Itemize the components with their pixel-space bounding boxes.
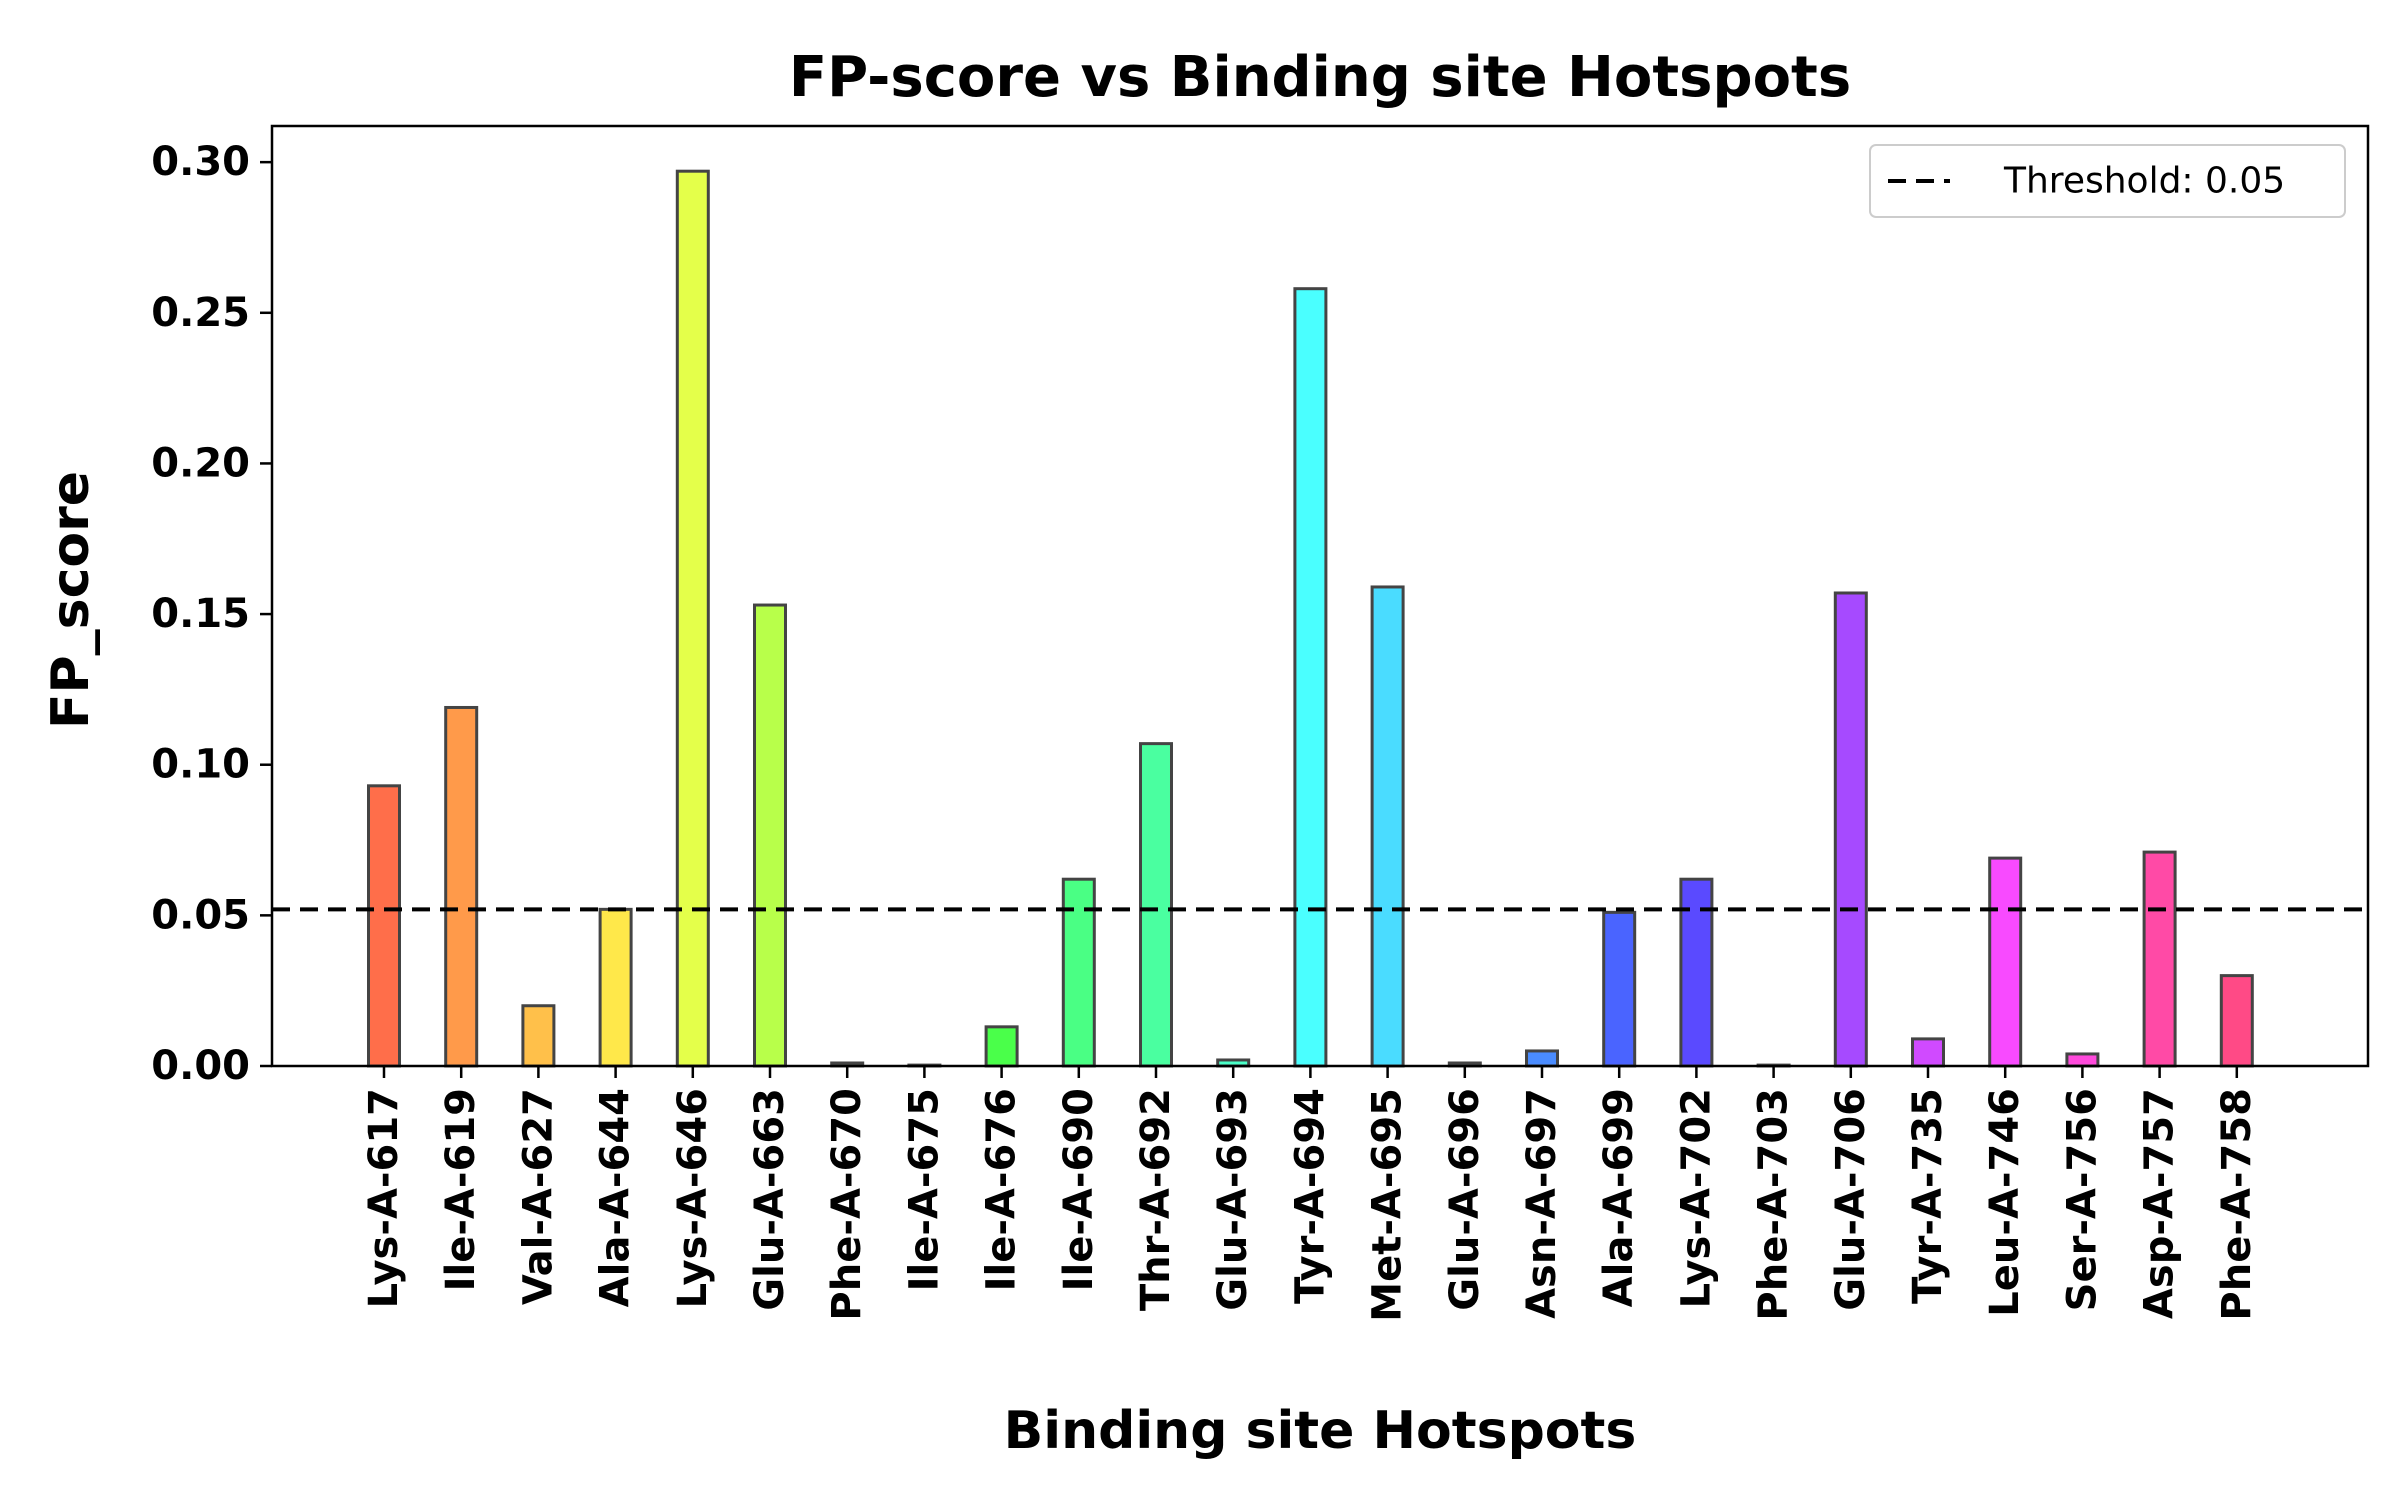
- bar-Lys-A-702: [1679, 877, 1714, 1068]
- y-tick-label: 0.05: [151, 892, 250, 938]
- bar-Lys-A-646: [675, 169, 710, 1068]
- bar-Glu-A-663: [753, 603, 787, 1068]
- x-tick-label: Lys-A-702: [1673, 1088, 1719, 1308]
- y-axis-label: FP_score: [41, 471, 101, 729]
- bar-Ser-A-756: [2065, 1052, 2100, 1068]
- x-tick-label: Phe-A-758: [2214, 1088, 2260, 1321]
- x-tick-label: Thr-A-692: [1133, 1088, 1179, 1311]
- chart-title: FP-score vs Binding site Hotspots: [789, 45, 1851, 110]
- y-tick-label: 0.10: [151, 742, 250, 788]
- x-tick-label: Ile-A-676: [979, 1088, 1025, 1291]
- x-tick-label: Met-A-695: [1365, 1088, 1411, 1322]
- x-axis-label: Binding site Hotspots: [1004, 1401, 1637, 1461]
- legend-threshold-label: Threshold: 0.05: [2003, 161, 2285, 202]
- bar-Lys-A-617: [367, 784, 401, 1068]
- x-tick-label: Ile-A-619: [438, 1088, 484, 1291]
- x-tick-label: Val-A-627: [515, 1088, 561, 1305]
- bar-Val-A-627: [521, 1004, 556, 1068]
- x-tick-label: Glu-A-706: [1828, 1088, 1874, 1311]
- bar-Asp-A-757: [2142, 850, 2177, 1068]
- bar-Ala-A-699: [1602, 910, 1637, 1068]
- x-tick-label: Ile-A-690: [1056, 1088, 1102, 1291]
- x-tick-label: Asp-A-757: [2137, 1088, 2183, 1319]
- x-tick-label: Phe-A-670: [824, 1088, 870, 1321]
- bar-Ala-A-644: [598, 907, 633, 1068]
- y-tick-label: 0.30: [151, 139, 250, 185]
- x-tick-label: Lys-A-617: [361, 1088, 407, 1308]
- x-tick-label: Tyr-A-694: [1287, 1088, 1333, 1304]
- bar-Tyr-A-735: [1911, 1037, 1945, 1068]
- x-tick-label: Glu-A-693: [1210, 1088, 1256, 1311]
- x-tick-label: Leu-A-746: [1982, 1088, 2028, 1317]
- bar-Ile-A-690: [1061, 877, 1096, 1068]
- bars-layer: [367, 169, 2254, 1068]
- bar-Glu-A-706: [1833, 591, 1868, 1068]
- x-axis-ticks: Lys-A-617 Ile-A-619 Val-A-627 Ala-A-644 Lys-…: [361, 1066, 2260, 1322]
- legend: Threshold: 0.05: [1869, 144, 2346, 218]
- x-tick-label: Tyr-A-735: [1905, 1088, 1951, 1304]
- y-tick-label: 0.25: [151, 290, 250, 336]
- bar-Asn-A-697: [1525, 1049, 1559, 1068]
- y-tick-label: 0.15: [151, 591, 250, 637]
- legend-box: [1869, 144, 2346, 218]
- x-tick-label: Lys-A-646: [670, 1088, 716, 1308]
- bar-Leu-A-746: [1988, 856, 2023, 1068]
- x-tick-label: Glu-A-663: [747, 1088, 793, 1311]
- plot-frame: [270, 124, 2370, 1068]
- x-tick-label: Glu-A-696: [1442, 1088, 1488, 1311]
- bar-Met-A-695: [1370, 585, 1405, 1068]
- bar-Thr-A-692: [1139, 742, 1173, 1068]
- bar-Ile-A-619: [444, 705, 479, 1068]
- bar-Tyr-A-694: [1293, 287, 1328, 1068]
- bar-Ile-A-676: [984, 1025, 1019, 1068]
- x-tick-label: Phe-A-703: [1751, 1088, 1797, 1321]
- x-tick-label: Ala-A-699: [1596, 1088, 1642, 1307]
- bar-Phe-A-758: [2219, 974, 2254, 1068]
- x-tick-label: Ser-A-756: [2059, 1088, 2105, 1311]
- y-axis-ticks: 0.00 0.05 0.10 0.15 0.20 0.25 0.30: [151, 139, 272, 1089]
- y-tick-label: 0.00: [151, 1043, 250, 1089]
- x-tick-label: Ala-A-644: [593, 1088, 639, 1307]
- x-tick-label: Ile-A-675: [901, 1088, 947, 1291]
- y-tick-label: 0.20: [151, 440, 250, 486]
- x-tick-label: Asn-A-697: [1519, 1088, 1565, 1319]
